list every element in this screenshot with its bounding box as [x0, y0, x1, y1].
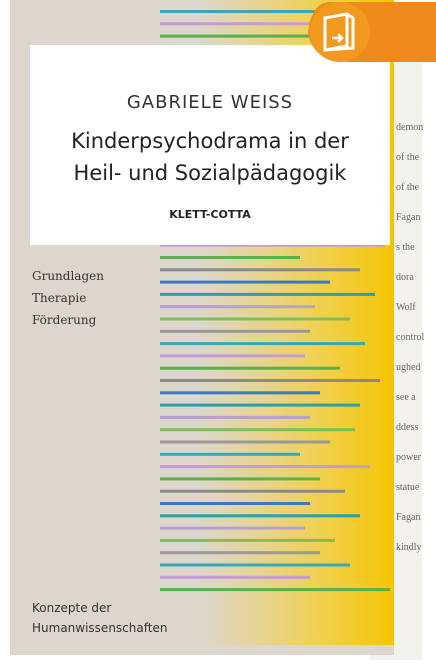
button-circle[interactable]: [310, 2, 370, 62]
stripe: [160, 34, 375, 38]
stripe: [160, 575, 310, 579]
stripe: [160, 280, 330, 284]
stripe: [160, 465, 370, 469]
stripe: [160, 477, 320, 481]
stripe: [160, 563, 350, 567]
stripe: [160, 22, 330, 26]
back-page-text: ddess: [396, 422, 418, 433]
stripe: [160, 342, 365, 346]
book-icon: [324, 12, 355, 52]
stripe: [160, 403, 360, 407]
back-page-text: of the: [396, 182, 420, 193]
stripe: [160, 305, 315, 309]
stripe: [160, 256, 300, 259]
stripe: [160, 452, 300, 456]
stripe: [160, 526, 305, 530]
stripe: [160, 243, 385, 247]
stripe: [160, 538, 335, 542]
back-page-text: Wolf: [396, 302, 416, 313]
back-page-text: dora: [396, 272, 414, 283]
stripe: [160, 10, 390, 13]
stripe: [160, 354, 305, 358]
stripe: [160, 551, 320, 555]
title: Kinderpsychodrama in der: [71, 129, 349, 153]
title-box: [30, 45, 390, 245]
back-page-text: control: [396, 332, 425, 343]
topic: Grundlagen: [32, 269, 104, 283]
series: Humanwissenschaften: [32, 621, 167, 635]
publisher: KLETT-COTTA: [169, 208, 251, 221]
back-page-text: demon: [396, 122, 423, 133]
stripe: [160, 379, 380, 382]
stripe: [160, 489, 345, 493]
stripe: [160, 329, 310, 333]
back-page-text: ughed: [396, 362, 420, 373]
topic: Förderung: [32, 313, 97, 327]
arrow-icon: [332, 33, 344, 43]
stripe: [160, 440, 330, 444]
stripe: [160, 588, 390, 592]
back-page-text: see a: [396, 392, 416, 403]
stripe: [160, 428, 355, 432]
topic: Therapie: [32, 291, 86, 305]
series: Konzepte der: [32, 601, 111, 615]
open-button[interactable]: [308, 2, 436, 62]
stripe: [160, 415, 310, 419]
back-page-text: kindly: [396, 542, 422, 553]
stripe: [160, 292, 375, 296]
stripe: [160, 502, 310, 505]
stripe: [160, 268, 360, 272]
back-page-text: Fagan: [396, 512, 420, 523]
back-page-text: s the: [396, 242, 415, 253]
stripe: [160, 366, 340, 370]
back-page-text: power: [396, 452, 422, 463]
stripe: [160, 514, 360, 518]
stripe: [160, 391, 320, 395]
stripe: [160, 317, 350, 321]
book-icon: [323, 12, 349, 52]
title: Heil- und Sozialpädagogik: [74, 161, 348, 185]
author: GABRIELE WEISS: [127, 92, 293, 113]
back-page-text: of the: [396, 152, 420, 163]
back-page-text: Fagan: [396, 212, 420, 223]
back-page-text: statue: [396, 482, 420, 493]
